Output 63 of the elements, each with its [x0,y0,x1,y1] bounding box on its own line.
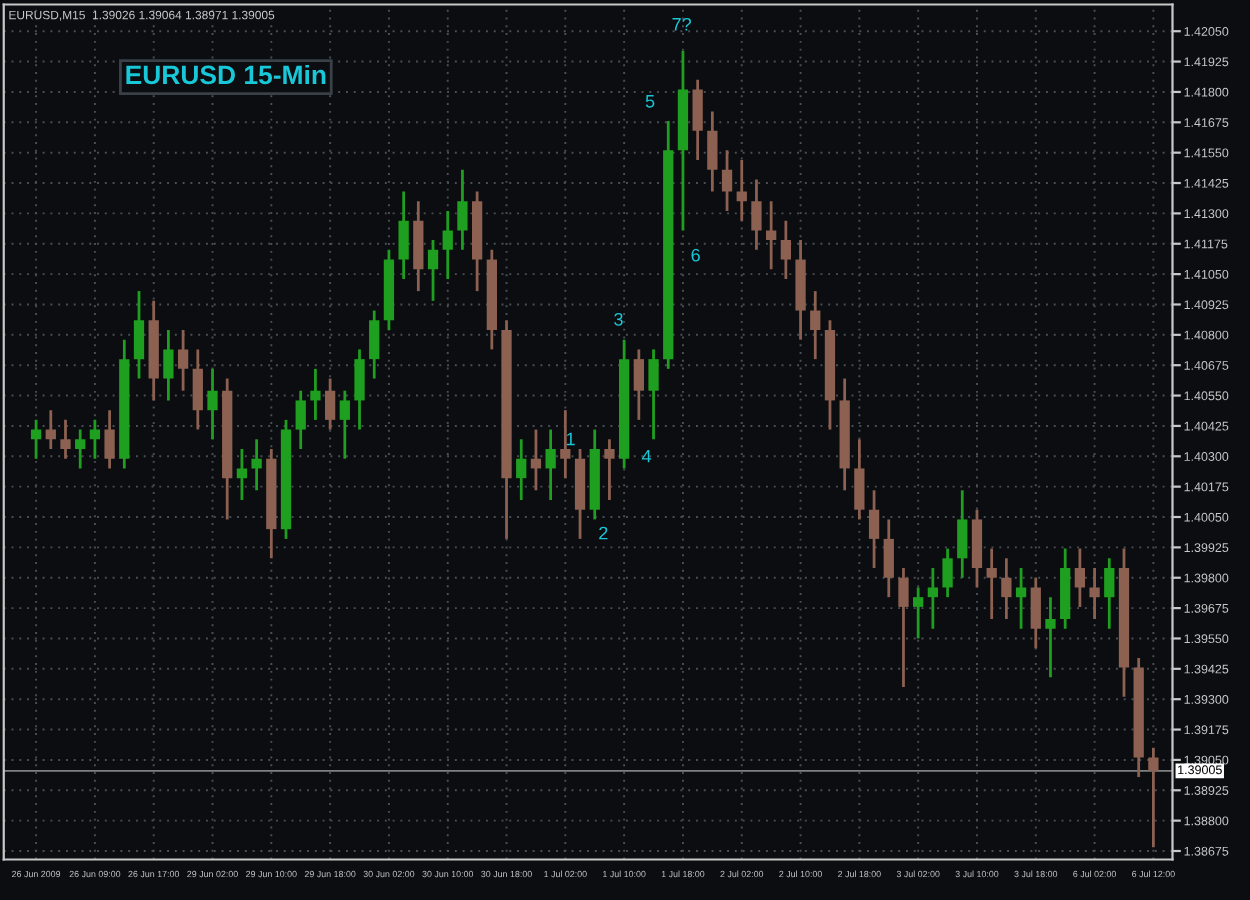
candlestick [427,238,439,303]
candlestick [133,289,145,380]
candlestick [1001,556,1012,621]
candlestick [1045,595,1056,679]
candlestick [545,428,556,502]
candlestick [75,428,86,470]
candlestick [1015,566,1027,631]
annotation: 1 [566,432,575,446]
candlestick [207,367,218,441]
candlestick [295,389,306,451]
candlestick [236,447,248,502]
candlestick [60,418,71,461]
candlestick [810,289,821,361]
candlestick [898,566,909,689]
candlestick [560,408,571,480]
candlestick [530,428,542,492]
candlestick [648,348,659,441]
candlestick [883,518,894,599]
candlestick [45,408,56,451]
candlestick [1148,746,1159,849]
candlestick [192,348,203,431]
candlestick [957,488,968,580]
candlestick [854,437,865,521]
candlestick [766,199,777,271]
candlestick [457,168,468,252]
candlestick [913,586,924,640]
annotation: 4 [641,449,652,463]
candlestick [751,178,762,252]
candlestick [1089,566,1100,621]
candlestick [339,389,350,461]
candlestick [1104,556,1115,631]
candlestick [354,348,365,431]
candlestick [1074,547,1086,609]
text: EURUSD 15-Min [126,64,326,85]
candlestick [442,209,453,281]
candlestick [604,437,615,502]
candlestick [868,488,880,570]
annotation: 2 [599,526,608,540]
candlestick [30,418,42,461]
candlestick [1030,576,1041,650]
candlestick [310,367,321,422]
candlestick [707,109,718,193]
candlestick [633,348,644,422]
candlestick [942,547,953,599]
candlestick [692,78,703,162]
candlestick [780,219,791,281]
candlestick [89,418,101,461]
candlestick [251,437,262,492]
candlestick [398,190,409,281]
annotation: 6 [691,248,700,262]
candlestick [104,408,115,470]
candlestick [369,309,380,380]
candlestick [516,437,527,502]
annotation: 7? [672,17,691,31]
candlestick [177,328,189,393]
candlestick [986,547,997,621]
annotation: 3 [614,312,623,326]
candlestick [927,566,939,631]
candlestick [163,328,174,402]
candlestick [736,158,747,223]
candlestick [721,148,733,213]
candlestick [324,377,336,431]
annotation: 5 [645,95,655,108]
